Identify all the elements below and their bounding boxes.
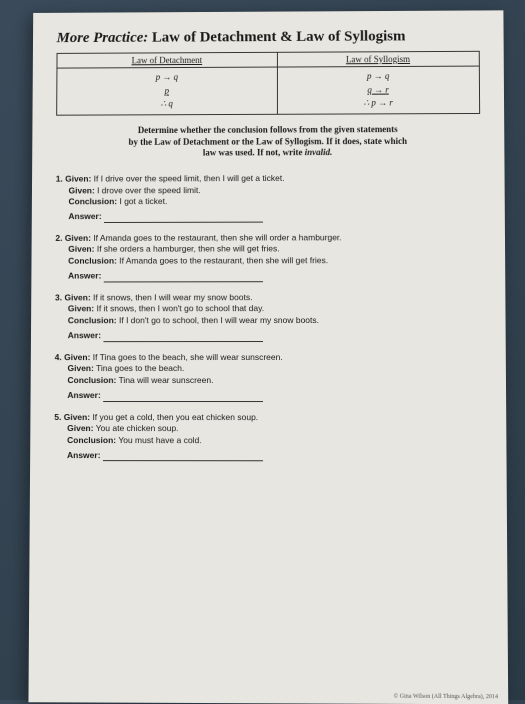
- given-text-2: If she orders a hamburger, then she will…: [97, 244, 280, 254]
- conclusion-label: Conclusion:: [67, 435, 116, 445]
- conclusion-label: Conclusion:: [67, 375, 116, 385]
- given-label: Given:: [64, 412, 90, 422]
- syll-premise1: p → q: [367, 71, 389, 81]
- answer-label: Answer:: [68, 212, 101, 222]
- problem-number: 1.: [56, 174, 63, 184]
- header-syllogism: Law of Syllogism: [277, 51, 479, 67]
- given-text-1: If Amanda goes to the restaurant, then s…: [93, 232, 341, 242]
- conclusion-text: I got a ticket.: [119, 196, 167, 206]
- problem-number: 4.: [55, 352, 62, 362]
- title-prefix: More Practice:: [57, 30, 149, 46]
- given-text-2: You ate chicken soup.: [96, 423, 179, 433]
- given-label: Given:: [67, 423, 93, 433]
- header-detachment: Law of Detachment: [57, 52, 277, 68]
- problem-2: 2. Given: If Amanda goes to the restaura…: [55, 232, 481, 282]
- answer-blank[interactable]: [103, 394, 263, 402]
- answer-blank[interactable]: [104, 215, 263, 223]
- given-text-1: If it snows, then I will wear my snow bo…: [93, 292, 252, 302]
- answer-label: Answer:: [68, 330, 101, 340]
- answer-blank[interactable]: [104, 274, 263, 282]
- given-label: Given:: [64, 352, 90, 362]
- problem-number: 5.: [54, 412, 61, 422]
- answer-blank[interactable]: [103, 334, 263, 342]
- given-label: Given:: [68, 304, 94, 314]
- instructions-line1: Determine whether the conclusion follows…: [138, 124, 398, 135]
- instructions: Determine whether the conclusion follows…: [76, 124, 461, 160]
- instructions-invalid: invalid.: [305, 148, 333, 158]
- problems-container: 1. Given: If I drive over the speed limi…: [54, 172, 482, 461]
- given-text-1: If I drive over the speed limit, then I …: [94, 173, 285, 183]
- answer-label: Answer:: [68, 271, 101, 281]
- given-text-2: If it snows, then I won't go to school t…: [96, 303, 264, 313]
- conclusion-text: You must have a cold.: [118, 435, 201, 445]
- given-label: Given:: [65, 174, 91, 184]
- conclusion-text: Tina will wear sunscreen.: [119, 375, 214, 385]
- syll-premise2: q → r: [363, 83, 393, 96]
- given-text-1: If Tina goes to the beach, she will wear…: [93, 352, 283, 362]
- laws-table: Law of Detachment Law of Syllogism p → q…: [56, 51, 480, 116]
- given-text-2: Tina goes to the beach.: [96, 363, 184, 373]
- conclusion-label: Conclusion:: [68, 315, 117, 325]
- detach-premise1: p → q: [156, 72, 178, 82]
- answer-label: Answer:: [67, 390, 100, 400]
- copyright-text: © Gina Wilson (All Things Algebra), 2014: [394, 694, 499, 701]
- detachment-cell: p → q p ∴ q: [57, 67, 277, 115]
- worksheet-paper: More Practice: Law of Detachment & Law o…: [28, 10, 508, 704]
- conclusion-label: Conclusion:: [68, 256, 117, 266]
- given-label: Given:: [68, 244, 94, 254]
- answer-blank[interactable]: [103, 454, 263, 462]
- syllogism-cell: p → q q → r ∴ p → r: [277, 66, 480, 114]
- conclusion-text: If Amanda goes to the restaurant, then s…: [119, 255, 328, 265]
- page-title: More Practice: Law of Detachment & Law o…: [57, 28, 480, 47]
- given-label: Given:: [65, 233, 91, 243]
- detach-premise2: p: [152, 84, 182, 97]
- given-label: Given:: [69, 185, 95, 195]
- syll-conclusion: ∴ p → r: [363, 98, 392, 108]
- problem-3: 3. Given: If it snows, then I will wear …: [55, 292, 482, 342]
- title-main: Law of Detachment & Law of Syllogism: [148, 29, 405, 46]
- problem-1: 1. Given: If I drive over the speed limi…: [56, 172, 481, 223]
- given-text-1: If you get a cold, then you eat chicken …: [92, 412, 258, 422]
- problem-5: 5. Given: If you get a cold, then you ea…: [54, 412, 482, 462]
- detach-conclusion: ∴ q: [161, 99, 173, 109]
- problem-number: 2.: [55, 233, 62, 243]
- conclusion-label: Conclusion:: [68, 196, 117, 206]
- problem-4: 4. Given: If Tina goes to the beach, she…: [54, 352, 482, 402]
- answer-label: Answer:: [67, 450, 101, 460]
- given-label: Given:: [64, 292, 90, 302]
- instructions-line3: law was used. If not, write: [203, 148, 305, 158]
- given-text-2: I drove over the speed limit.: [97, 185, 201, 195]
- instructions-line2: by the Law of Detachment or the Law of S…: [128, 136, 407, 147]
- conclusion-text: If I don't go to school, then I will wea…: [119, 315, 319, 325]
- problem-number: 3.: [55, 292, 62, 302]
- given-label: Given:: [68, 363, 94, 373]
